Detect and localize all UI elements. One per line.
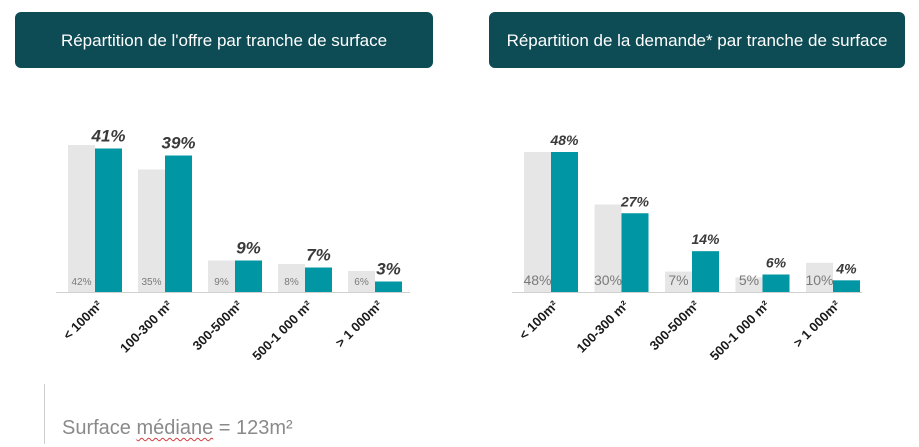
demand-secondary-label: 10% <box>805 272 833 288</box>
offer-secondary-label: 42% <box>71 277 91 288</box>
demand-primary-bar <box>692 251 719 292</box>
demand-primary-label: 6% <box>766 255 787 271</box>
demand-secondary-bar <box>524 152 551 292</box>
offer-secondary-bar <box>278 264 305 292</box>
offer-secondary-label: 8% <box>284 277 299 288</box>
offer-secondary-bar <box>208 260 235 292</box>
median-prefix: Surface <box>62 417 137 439</box>
demand-category-label: < 100m² <box>516 297 562 343</box>
demand-chart-header: Répartition de la demande* par tranche d… <box>489 12 905 68</box>
offer-primary-bar <box>235 260 262 292</box>
demand-secondary-bar <box>735 277 763 292</box>
demand-primary-bar <box>762 274 790 292</box>
demand-primary-label: 48% <box>549 132 579 148</box>
offer-primary-bar <box>165 155 192 292</box>
median-surface-note: Surface médiane = 123m² <box>62 417 293 440</box>
offer-secondary-bar <box>348 271 375 292</box>
demand-secondary-bar <box>665 271 692 292</box>
demand-primary-bar <box>621 213 649 292</box>
demand-category-label: > 1 000m² <box>790 297 843 350</box>
offer-primary-bar <box>305 267 332 292</box>
offer-secondary-bar <box>138 169 165 292</box>
offer-primary-label: 7% <box>306 246 331 265</box>
demand-secondary-label: 30% <box>594 272 622 288</box>
demand-secondary-label: 5% <box>739 272 759 288</box>
demand-secondary-label: 48% <box>523 272 551 288</box>
offer-primary-label: 39% <box>161 134 195 153</box>
offer-primary-label: 3% <box>376 260 401 279</box>
demand-primary-bar <box>833 280 860 292</box>
demand-primary-label: 27% <box>620 193 650 209</box>
demand-secondary-bar <box>594 204 622 292</box>
offer-secondary-label: 35% <box>141 277 161 288</box>
demand-category-label: 500-1 000 m² <box>707 297 773 363</box>
footer-divider <box>44 384 45 444</box>
offer-secondary-label: 9% <box>214 277 229 288</box>
offer-primary-bar <box>375 281 402 292</box>
demand-secondary-bar <box>806 262 833 292</box>
median-word: médiane <box>136 417 214 439</box>
offer-primary-label: 9% <box>236 239 261 258</box>
demand-secondary-label: 7% <box>668 272 688 288</box>
demand-category-label: 100-300 m² <box>573 297 632 356</box>
offer-chart-header: Répartition de l'offre par tranche de su… <box>15 12 433 68</box>
demand-primary-bar <box>551 152 578 292</box>
median-value: = 123m² <box>213 417 293 439</box>
offer-secondary-label: 6% <box>354 277 369 288</box>
offer-primary-bar <box>95 148 122 292</box>
offer-secondary-bar <box>68 145 95 292</box>
demand-category-label: 300-500m² <box>647 297 703 353</box>
demand-primary-label: 14% <box>691 231 720 247</box>
demand-primary-label: 4% <box>835 260 857 276</box>
offer-primary-label: 41% <box>90 127 125 146</box>
